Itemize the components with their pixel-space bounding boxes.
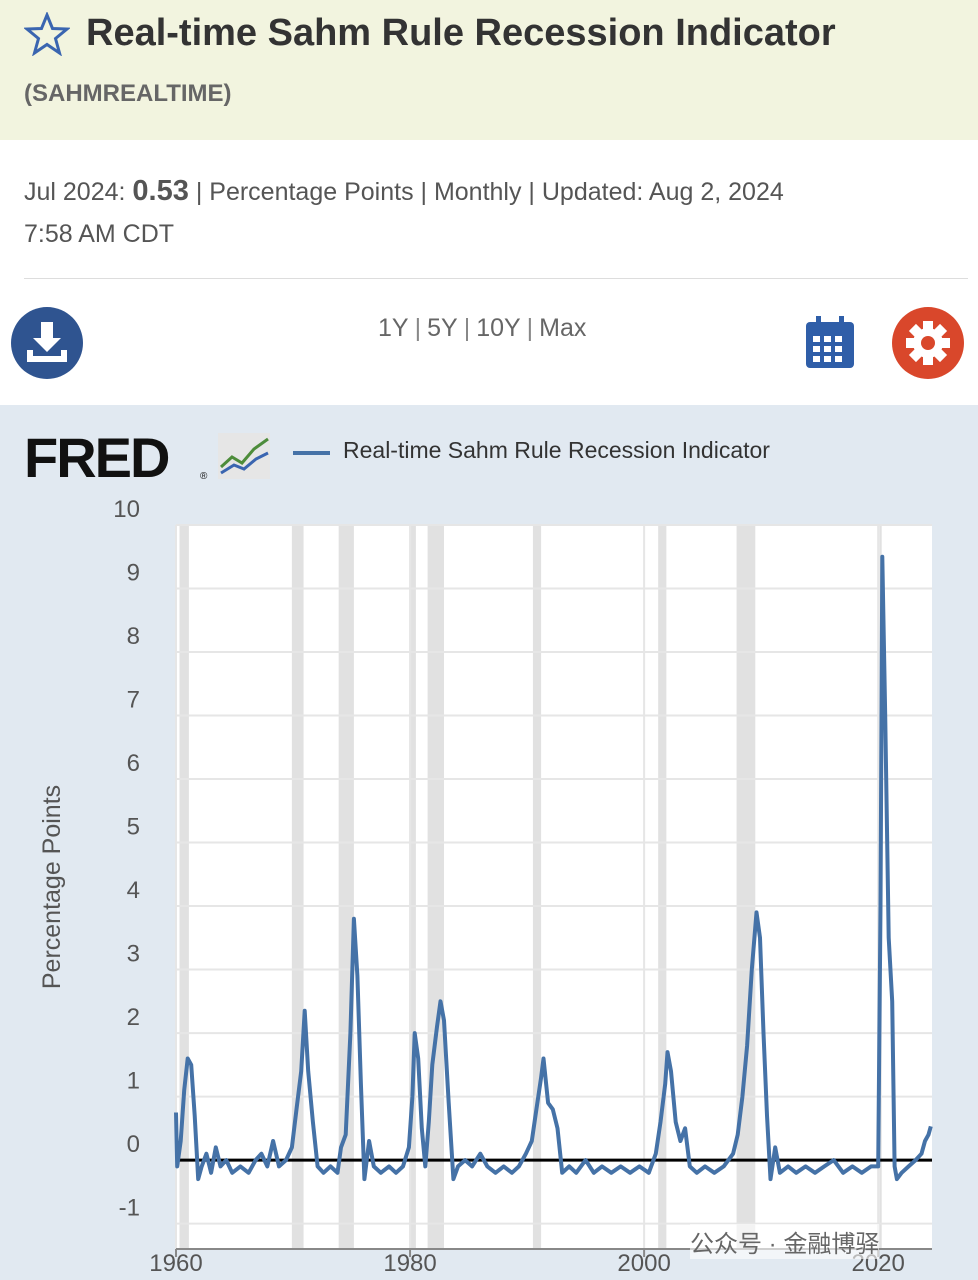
recession-band [427, 525, 444, 1249]
x-tick-label: 1960 [149, 1250, 202, 1277]
fred-logo-graph [218, 433, 270, 479]
watermark: 公众号 · 金融博驿 [690, 1224, 880, 1259]
header [0, 0, 978, 140]
gear-hole [921, 336, 935, 350]
calendar-ring [839, 316, 844, 327]
series-title: Real-time Sahm Rule Recession Indicator [86, 12, 836, 54]
separator: | [414, 314, 422, 342]
obs-value: 0.53 [132, 175, 189, 207]
y-axis-label: Percentage Points [38, 785, 66, 989]
calendar-days [813, 336, 842, 362]
series-line [174, 554, 933, 1182]
range-option[interactable]: 10Y [476, 314, 521, 342]
recession-band [410, 525, 416, 1249]
updated-date: Aug 2, 2024 [648, 178, 784, 206]
y-tick-label: 10 [113, 496, 140, 523]
calendar-ring [816, 316, 821, 327]
y-tick-label: 5 [127, 814, 140, 841]
recession-band [291, 525, 304, 1249]
recession-band [338, 525, 354, 1249]
star-icon [24, 12, 70, 56]
recession-band [658, 525, 667, 1249]
download-arrow [33, 322, 61, 352]
divider [24, 278, 968, 279]
y-tick-label: -1 [119, 1195, 140, 1222]
y-tick-label: 6 [127, 750, 140, 777]
range-option[interactable]: 5Y [427, 314, 458, 342]
y-tick-label: 2 [127, 1004, 140, 1031]
download-button[interactable] [10, 306, 86, 382]
obs-date: Jul 2024: [24, 178, 126, 206]
separator: | [526, 314, 534, 342]
y-tick-label: 9 [127, 560, 140, 587]
updated-time: 7:58 AM CDT [24, 220, 175, 248]
y-tick-label: 8 [127, 623, 140, 650]
range-option[interactable]: Max [539, 314, 587, 342]
download-tray [27, 350, 67, 362]
x-tick-label: 1980 [383, 1250, 436, 1277]
legend-label: Real-time Sahm Rule Recession Indicator [343, 437, 770, 463]
favorite-star[interactable] [24, 12, 70, 56]
separator: | [463, 314, 471, 342]
series-id: (SAHMREALTIME) [24, 80, 232, 107]
y-tick-label: 0 [127, 1131, 140, 1158]
x-tick-label: 2000 [617, 1250, 670, 1277]
range-option[interactable]: 1Y [378, 314, 409, 342]
meta-details: | Percentage Points | Monthly | Updated: [195, 178, 644, 206]
recession-band [736, 525, 756, 1249]
y-tick-label: 7 [127, 687, 140, 714]
y-tick-label: 3 [127, 941, 140, 968]
y-tick-label: 4 [127, 877, 140, 904]
plot-area [176, 525, 932, 1249]
series-meta: Jul 2024: 0.53 | Percentage Points | Mon… [24, 170, 924, 255]
fred-logo: FRED [24, 426, 169, 489]
range-selector: 1Y | 5Y | 10Y | Max [378, 314, 586, 343]
recession-band [532, 525, 542, 1249]
settings-button[interactable] [891, 306, 965, 380]
fred-logo-mark: ® [200, 471, 208, 482]
y-tick-label: 1 [127, 1068, 140, 1095]
calendar-button[interactable] [804, 314, 858, 370]
recession-band [179, 525, 189, 1249]
